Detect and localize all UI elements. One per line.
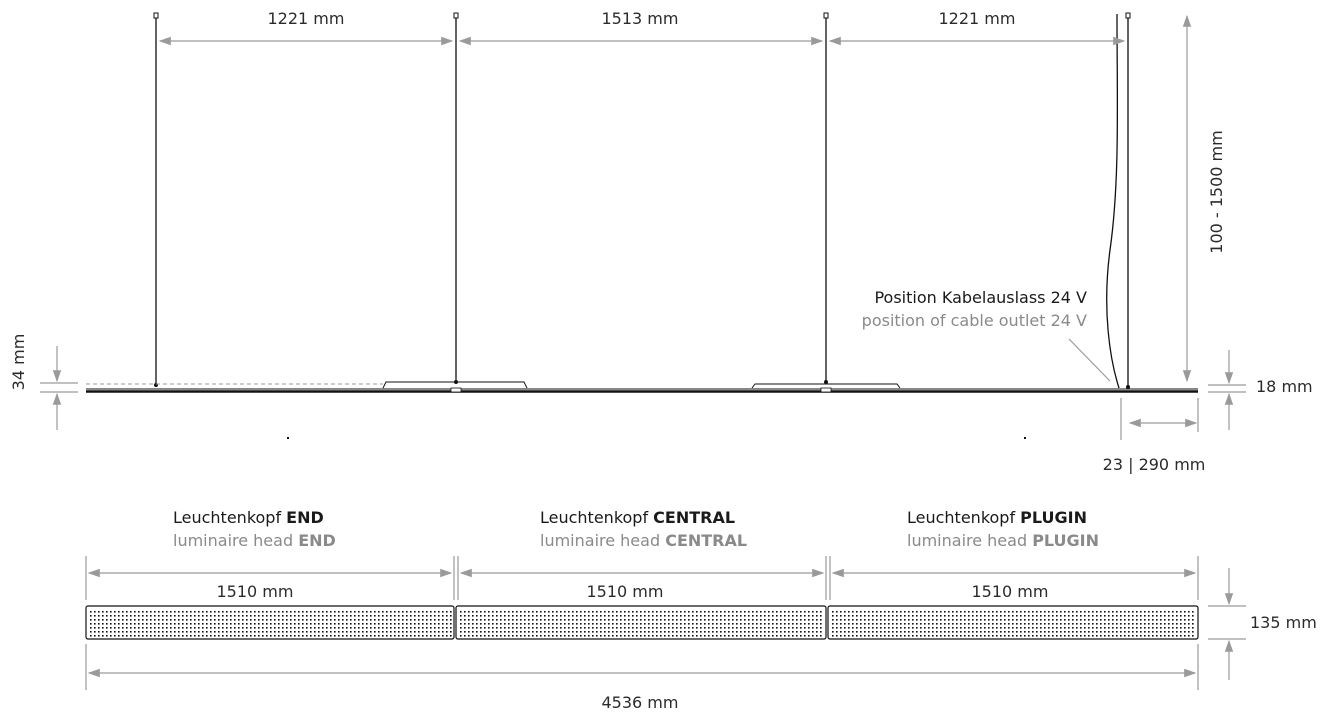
suspension-length-label: 100 - 1500 mm xyxy=(1207,130,1226,253)
head-2-length-label: 1510 mm xyxy=(587,582,664,601)
suspension-wires xyxy=(153,12,1131,389)
cable-outlet-label-en: position of cable outlet 24 V xyxy=(862,311,1087,330)
cable-outlet-label-de: Position Kabelauslass 24 V xyxy=(874,288,1087,307)
head-plate-plugin xyxy=(827,605,1199,640)
head-plate-end xyxy=(85,605,455,640)
profile-height-label: 34 mm xyxy=(9,334,28,391)
head-extension-lines xyxy=(85,556,1199,690)
depth-dimension xyxy=(1208,568,1246,680)
head-plates xyxy=(85,605,1199,640)
cable-offset-dimension xyxy=(1120,398,1199,440)
total-length-label: 4536 mm xyxy=(602,693,679,712)
profile-height-dimension xyxy=(40,346,78,430)
head-plugin-label-de: Leuchtenkopf PLUGIN xyxy=(907,508,1087,527)
head-central-label-de: Leuchtenkopf CENTRAL xyxy=(540,508,735,527)
span-2-label: 1513 mm xyxy=(602,9,679,28)
head-end-label-en: luminaire head END xyxy=(173,531,336,550)
span-3-label: 1221 mm xyxy=(939,9,1016,28)
power-cable xyxy=(1106,13,1120,389)
head-plugin-label-en: luminaire head PLUGIN xyxy=(907,531,1099,550)
side-view: 1221 mm 1513 mm 1221 mm 100 - 1500 mm 34… xyxy=(9,9,1313,474)
span-1-label: 1221 mm xyxy=(268,9,345,28)
head-3-length-label: 1510 mm xyxy=(972,582,1049,601)
head-1-length-label: 1510 mm xyxy=(217,582,294,601)
head-central-label-en: luminaire head CENTRAL xyxy=(540,531,747,550)
depth-label: 135 mm xyxy=(1250,613,1317,632)
cable-outlet-leader xyxy=(1068,338,1111,382)
body-height-label: 18 mm xyxy=(1256,377,1313,396)
head-end-label-de: Leuchtenkopf END xyxy=(173,508,324,527)
body-height-dimension xyxy=(1208,350,1246,430)
bottom-view: Leuchtenkopf END luminaire head END Leuc… xyxy=(85,508,1317,712)
luminaire-body xyxy=(86,381,1198,393)
cable-offset-label: 23 | 290 mm xyxy=(1103,455,1206,474)
perforation-dots xyxy=(90,611,1194,637)
head-plate-central xyxy=(455,605,827,640)
